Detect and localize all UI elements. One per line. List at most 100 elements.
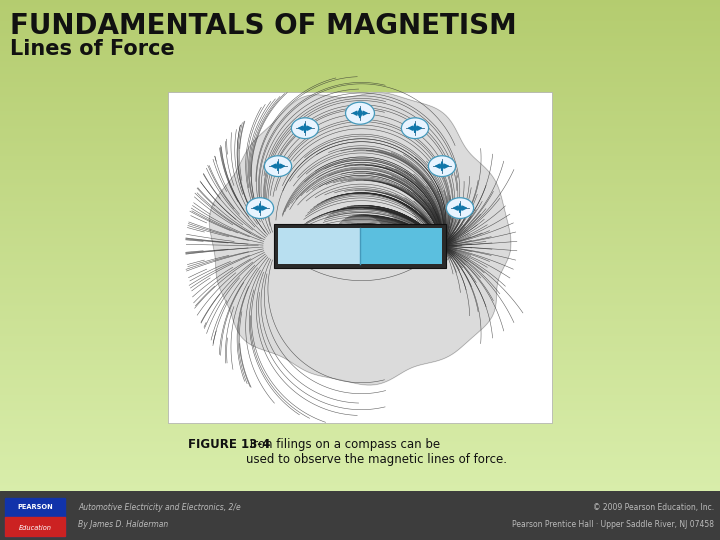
Bar [0, 95, 720, 97]
Bar [0, 472, 720, 474]
Bar [0, 219, 720, 221]
Bar [0, 260, 720, 262]
Bar [0, 457, 720, 458]
Bar [0, 211, 720, 213]
Bar [0, 15, 720, 16]
Bar [0, 168, 720, 170]
Bar [0, 329, 720, 331]
Bar [0, 274, 720, 275]
Bar [0, 423, 720, 424]
Bar [0, 436, 720, 437]
Bar [0, 275, 720, 277]
Bar [0, 119, 720, 121]
Bar [0, 303, 720, 305]
Bar [0, 103, 720, 105]
Bar [0, 77, 720, 79]
Bar [0, 31, 720, 33]
Bar [0, 437, 720, 439]
Bar [0, 416, 720, 418]
Bar [0, 141, 720, 143]
Bar [0, 102, 720, 103]
Bar [0, 305, 720, 306]
Bar [0, 301, 720, 303]
Bar [0, 290, 720, 292]
Bar [0, 390, 720, 392]
Bar [0, 84, 720, 85]
Bar [0, 325, 720, 326]
Bar [0, 123, 720, 125]
Bar [0, 174, 720, 176]
Bar [0, 439, 720, 441]
Text: Education: Education [19, 525, 52, 531]
Bar [0, 65, 720, 67]
Bar [0, 184, 720, 185]
Bar [0, 341, 720, 342]
Bar [0, 144, 720, 146]
Bar [0, 138, 720, 139]
Bar [0, 114, 720, 116]
Bar [0, 201, 720, 203]
Bar [0, 347, 720, 349]
Bar [0, 454, 720, 455]
Bar [0, 413, 720, 414]
Bar [0, 450, 720, 452]
Bar [0, 346, 720, 347]
Bar [0, 442, 720, 444]
Bar [0, 56, 720, 57]
Bar [0, 8, 720, 10]
Bar [0, 321, 720, 323]
Bar [0, 255, 720, 257]
Bar [0, 360, 720, 362]
Bar [0, 10, 720, 11]
Bar [0, 187, 720, 188]
Bar [0, 246, 720, 247]
Bar [0, 221, 720, 223]
Bar [0, 421, 720, 423]
Bar [0, 223, 720, 225]
Bar [0, 382, 720, 383]
Bar [5, 517, 65, 536]
Bar [0, 257, 720, 259]
Bar [0, 446, 720, 447]
Bar [0, 200, 720, 201]
Bar [0, 334, 720, 336]
Bar [0, 82, 720, 84]
Bar [0, 254, 720, 255]
Bar [0, 165, 720, 167]
Bar [0, 434, 720, 436]
Bar [0, 154, 720, 156]
Bar [0, 357, 720, 359]
Bar [0, 157, 720, 159]
Bar [0, 180, 720, 182]
Bar [0, 228, 720, 230]
Bar [0, 213, 720, 214]
Bar [0, 242, 720, 244]
Bar [0, 118, 720, 119]
Bar [0, 62, 720, 64]
Bar [0, 379, 720, 380]
Bar [0, 238, 720, 239]
Bar [0, 490, 720, 491]
Bar [0, 252, 720, 254]
Bar [0, 465, 720, 467]
Bar [0, 225, 720, 226]
Bar [0, 460, 720, 462]
Bar [0, 392, 720, 393]
Bar [0, 231, 720, 233]
Text: Iron filings on a compass can be
used to observe the magnetic lines of force.: Iron filings on a compass can be used to… [246, 438, 507, 467]
Bar [0, 176, 720, 177]
Bar [0, 455, 720, 457]
Bar [0, 308, 720, 309]
Bar [0, 60, 720, 62]
Bar [0, 98, 720, 100]
Bar [0, 110, 720, 111]
Bar [0, 428, 720, 429]
Bar [0, 306, 720, 308]
Bar [0, 433, 720, 434]
Bar [0, 441, 720, 442]
Bar [0, 268, 720, 270]
Bar [0, 130, 720, 131]
Bar [0, 292, 720, 293]
Bar [0, 193, 720, 195]
Bar [0, 24, 720, 26]
